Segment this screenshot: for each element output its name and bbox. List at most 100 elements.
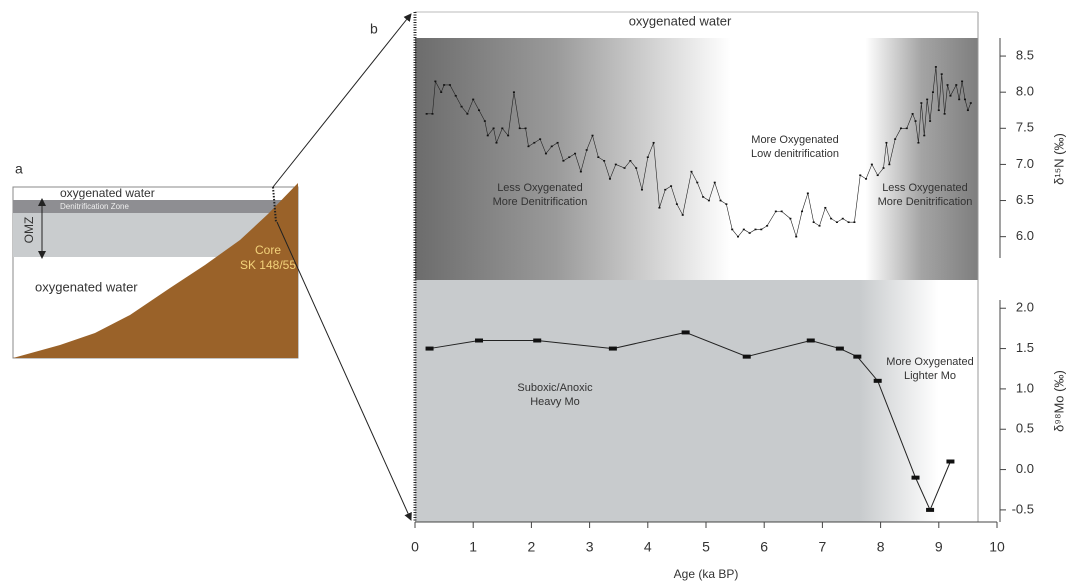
bottom-shading — [415, 280, 978, 522]
annotation: Less Oxygenated — [497, 182, 583, 194]
data-marker — [608, 178, 611, 180]
data-marker — [501, 127, 504, 130]
data-marker — [713, 181, 716, 184]
data-marker — [943, 113, 946, 115]
x-tick-label: 4 — [644, 539, 652, 555]
data-marker — [597, 156, 600, 158]
y-tick-label: 6.5 — [1016, 192, 1034, 207]
x-tick-label: 8 — [877, 539, 885, 555]
data-marker — [824, 206, 827, 209]
annotation: Low denitrification — [751, 148, 839, 160]
x-tick-label: 10 — [989, 539, 1005, 555]
x-tick-label: 5 — [702, 539, 710, 555]
y-tick-label: 7.0 — [1016, 156, 1034, 171]
data-marker — [888, 163, 891, 166]
data-marker — [585, 149, 588, 151]
y-tick-label: 0.5 — [1016, 421, 1034, 436]
y-tick-label: 2.0 — [1016, 300, 1034, 315]
data-marker — [754, 228, 757, 231]
y-tick-label: 8.5 — [1016, 47, 1034, 62]
data-marker — [646, 156, 649, 158]
data-marker — [533, 338, 542, 343]
data-marker — [533, 141, 536, 144]
y-tick-label: 1.0 — [1016, 380, 1034, 395]
data-marker — [853, 221, 856, 224]
data-marker — [835, 346, 844, 351]
data-marker — [789, 217, 792, 220]
data-marker — [911, 113, 914, 115]
data-marker — [681, 214, 684, 216]
x-tick-label: 1 — [469, 539, 477, 555]
data-marker — [737, 235, 740, 238]
data-marker — [544, 152, 547, 155]
data-marker — [623, 167, 626, 169]
x-axis-label: Age (ka BP) — [674, 567, 739, 581]
y-tick-label: 6.0 — [1016, 228, 1034, 243]
zoom-arrow — [276, 221, 412, 521]
data-marker — [841, 217, 844, 220]
data-marker — [518, 127, 521, 130]
x-tick-label: 0 — [411, 539, 419, 555]
x-tick-label: 3 — [586, 539, 594, 555]
data-marker — [702, 196, 705, 198]
data-marker — [475, 338, 484, 343]
data-marker — [603, 160, 606, 162]
data-marker — [812, 221, 815, 224]
data-marker — [795, 235, 798, 238]
data-marker — [539, 138, 542, 140]
data-marker — [801, 210, 804, 213]
data-marker — [865, 178, 868, 180]
data-marker — [670, 185, 673, 187]
x-tick-label: 6 — [760, 539, 768, 555]
data-marker — [483, 120, 486, 122]
y-axis-label: δ⁹⁸Mo (‰) — [1051, 370, 1066, 432]
omz-label: OMZ — [22, 217, 36, 244]
data-marker — [885, 141, 888, 144]
y-tick-label: -0.5 — [1012, 501, 1034, 516]
data-marker — [923, 134, 926, 137]
y-tick-label: 8.0 — [1016, 84, 1034, 99]
data-marker — [440, 91, 443, 93]
data-marker — [568, 156, 571, 158]
data-marker — [969, 102, 972, 104]
top-water-label: oxygenated water — [60, 186, 155, 200]
data-marker — [425, 346, 434, 351]
panel-a: a oxygenated water Denitrification Zone … — [12, 161, 299, 359]
data-marker — [524, 127, 527, 130]
data-marker — [550, 145, 553, 148]
data-marker — [835, 221, 838, 224]
data-marker — [748, 232, 751, 234]
data-marker — [934, 66, 937, 68]
data-marker — [911, 475, 920, 480]
data-marker — [780, 210, 783, 213]
data-marker — [579, 170, 582, 173]
denitrification-band — [13, 200, 298, 213]
data-marker — [507, 134, 510, 137]
data-marker — [591, 134, 594, 137]
data-marker — [478, 109, 481, 112]
seafloor — [13, 183, 298, 358]
data-marker — [958, 98, 961, 101]
data-marker — [556, 141, 559, 144]
data-marker — [512, 91, 515, 93]
data-marker — [448, 84, 451, 86]
x-tick-label: 2 — [528, 539, 536, 555]
data-marker — [664, 188, 667, 191]
data-marker — [917, 141, 920, 144]
data-marker — [675, 203, 678, 205]
data-marker — [460, 105, 463, 108]
core-label: Core — [255, 243, 281, 257]
panel-label: b — [370, 21, 378, 37]
data-marker — [966, 109, 969, 112]
data-marker — [926, 98, 929, 101]
data-marker — [882, 167, 885, 169]
data-marker — [434, 80, 437, 83]
panel-label: a — [15, 161, 23, 177]
data-marker — [806, 338, 815, 343]
data-marker — [425, 113, 428, 115]
y-axis-label: δ¹⁵N (‰) — [1051, 133, 1066, 185]
data-marker — [870, 163, 873, 166]
y-tick-label: 7.5 — [1016, 120, 1034, 135]
data-marker — [853, 354, 862, 359]
data-marker — [640, 188, 643, 191]
